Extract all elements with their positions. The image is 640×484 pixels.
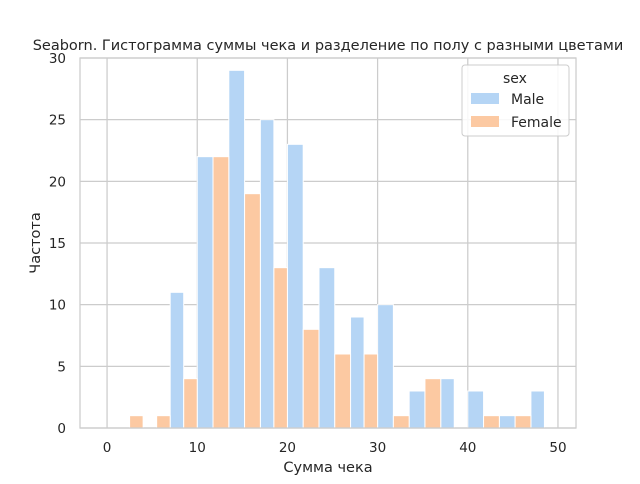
bar-male — [350, 316, 365, 429]
x-tick-label: 40 — [459, 440, 476, 456]
bar-male — [169, 291, 185, 429]
plot-frame — [79, 57, 577, 429]
bar-female — [183, 378, 198, 429]
x-tick-label: 0 — [103, 440, 112, 456]
y-tick-label: 0 — [57, 421, 66, 437]
bar-female — [334, 353, 352, 429]
chart-title: Seaborn. Гистограмма суммы чека и раздел… — [33, 38, 624, 54]
y-tick-label: 30 — [49, 51, 66, 67]
bar-female — [156, 415, 171, 429]
y-tick-label: 20 — [49, 174, 66, 190]
x-axis-label: Сумма чека — [283, 460, 372, 476]
bar-female — [212, 156, 230, 429]
bar-male — [228, 69, 246, 429]
bar-female — [483, 415, 500, 429]
bar-male — [530, 390, 545, 429]
legend-swatch-female — [471, 116, 499, 127]
legend-label-male: Male — [511, 92, 544, 108]
bar-male — [259, 119, 275, 429]
legend: sex Male Female — [461, 64, 570, 137]
ticks-layer: 0 10 20 30 40 50 0 5 10 15 20 25 30 — [49, 51, 567, 456]
bar-male — [467, 390, 485, 429]
bar-male — [196, 156, 214, 429]
legend-label-female: Female — [511, 115, 562, 131]
y-axis-label: Частота — [28, 212, 44, 273]
bar-female — [363, 353, 379, 429]
bar-male — [286, 143, 304, 429]
bar-male — [408, 390, 426, 429]
bar-female — [514, 415, 532, 429]
x-tick-label: 30 — [369, 440, 386, 456]
x-tick-label: 50 — [549, 440, 566, 456]
y-tick-label: 25 — [49, 113, 66, 129]
bar-male — [318, 267, 336, 429]
y-tick-label: 5 — [57, 359, 66, 375]
bar-male — [440, 378, 455, 429]
bar-male — [377, 304, 394, 429]
x-tick-label: 10 — [189, 440, 206, 456]
bar-male — [498, 415, 516, 429]
bar-female — [424, 378, 442, 429]
y-tick-label: 15 — [49, 236, 66, 252]
legend-title: sex — [503, 71, 527, 87]
x-tick-label: 20 — [279, 440, 296, 456]
bar-female — [302, 328, 320, 429]
y-tick-label: 10 — [49, 298, 66, 314]
bar-female — [244, 193, 261, 429]
bar-female — [273, 267, 288, 429]
bar-female — [392, 415, 410, 429]
legend-swatch-male — [471, 93, 499, 104]
bar-female — [129, 415, 144, 429]
bars-layer — [129, 69, 545, 429]
